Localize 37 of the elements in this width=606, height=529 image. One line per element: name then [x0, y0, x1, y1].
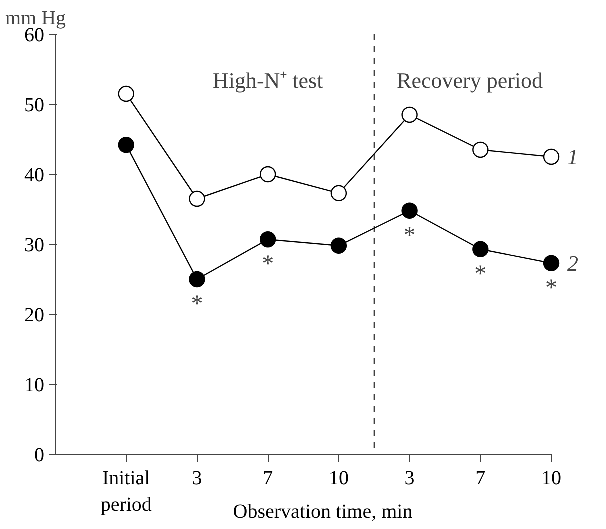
x-tick-label: 7 — [476, 468, 486, 490]
x-tick-label: 3 — [404, 468, 415, 490]
annotation: High-N⁺ test — [212, 68, 324, 93]
data-label: * — [474, 261, 487, 288]
y-tick-label: 10 — [24, 374, 44, 396]
data-label: * — [262, 252, 274, 278]
point — [118, 86, 134, 102]
x-axis-title: Observation time, min — [233, 500, 413, 523]
annotation: Recovery period — [397, 68, 544, 93]
point — [472, 142, 489, 158]
data-label: * — [191, 292, 204, 318]
data-label: * — [404, 222, 416, 249]
y-tick-label: 40 — [24, 164, 44, 186]
series-label: 2 — [568, 250, 579, 276]
series-label: 1 — [568, 144, 579, 170]
x-tick-label: 3 — [192, 468, 202, 490]
x-tick-label: Initial period — [100, 468, 152, 516]
x-tick-label: 7 — [263, 468, 274, 490]
y-tick-label: 50 — [24, 94, 44, 116]
x-tick-label: 10 — [328, 468, 349, 490]
point — [402, 202, 418, 219]
point — [189, 190, 206, 208]
point — [330, 238, 348, 254]
x-tick-label: 10 — [542, 468, 562, 490]
point — [543, 255, 560, 272]
point — [543, 148, 560, 166]
point — [472, 241, 489, 258]
point — [260, 232, 276, 248]
y-tick-label: 30 — [24, 234, 44, 256]
point — [260, 166, 276, 183]
point — [402, 106, 418, 124]
y-tick-label: 0 — [34, 444, 44, 466]
data-label: * — [546, 275, 558, 302]
point — [118, 137, 134, 154]
point — [330, 185, 348, 202]
point — [189, 271, 206, 288]
y-tick-label: 20 — [24, 304, 44, 326]
